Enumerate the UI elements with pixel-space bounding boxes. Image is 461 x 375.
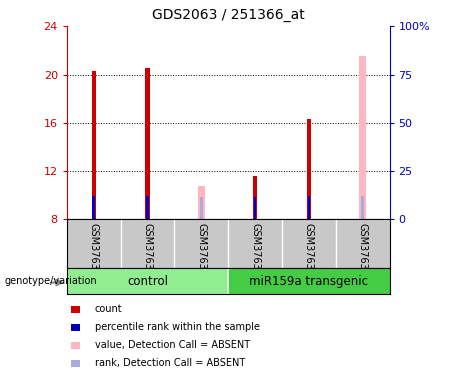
Bar (92, 196, 95, 219)
Text: value, Detection Call = ABSENT: value, Detection Call = ABSENT (95, 340, 249, 350)
Bar (198, 186, 205, 219)
Text: GSM37636: GSM37636 (196, 223, 207, 276)
Text: GSM37638: GSM37638 (358, 223, 368, 276)
Bar (200, 197, 203, 219)
Text: count: count (95, 304, 122, 314)
Bar (307, 196, 310, 219)
Bar (360, 56, 366, 219)
Bar (146, 196, 149, 219)
Bar (254, 197, 256, 219)
Bar (92, 71, 96, 219)
Bar (145, 69, 150, 219)
Text: GSM37633: GSM37633 (89, 223, 99, 276)
Text: GSM37637: GSM37637 (304, 223, 314, 276)
Bar (361, 196, 364, 219)
Text: genotype/variation: genotype/variation (5, 276, 97, 286)
Text: miR159a transgenic: miR159a transgenic (249, 275, 368, 288)
Bar (307, 119, 311, 219)
Title: GDS2063 / 251366_at: GDS2063 / 251366_at (152, 9, 305, 22)
Text: GSM37634: GSM37634 (250, 223, 260, 276)
Text: GSM37635: GSM37635 (142, 223, 153, 276)
Text: control: control (127, 275, 168, 288)
Text: percentile rank within the sample: percentile rank within the sample (95, 322, 260, 332)
Text: rank, Detection Call = ABSENT: rank, Detection Call = ABSENT (95, 358, 245, 368)
Bar (253, 176, 257, 219)
